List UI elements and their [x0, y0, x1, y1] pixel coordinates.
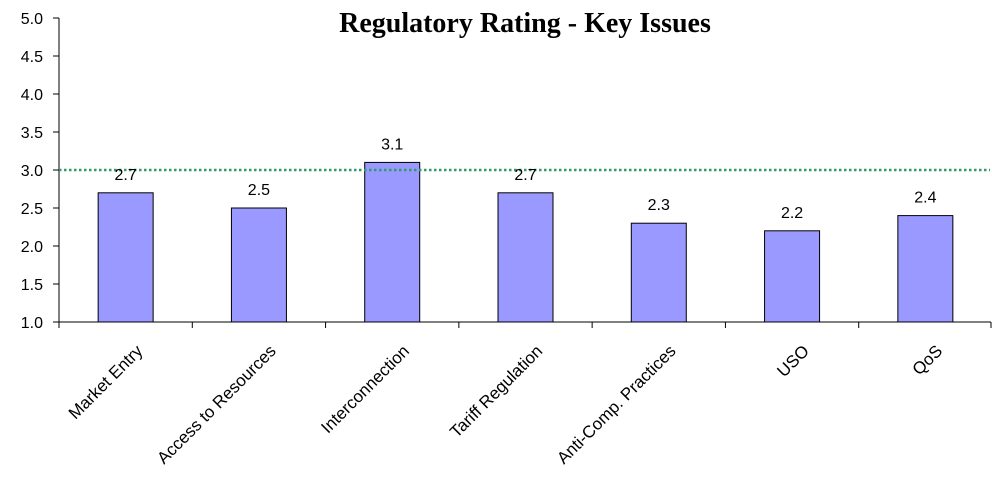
y-tick-label: 4.0: [21, 87, 43, 104]
bar: [230, 207, 287, 323]
data-label: 2.7: [514, 167, 536, 184]
y-tick-label: 4.5: [21, 49, 43, 66]
bar: [630, 222, 687, 323]
x-tick-label: Access to Resources: [153, 341, 279, 467]
x-tick-label: QoS: [909, 341, 946, 378]
bar: [364, 161, 421, 323]
data-label: 2.4: [914, 190, 936, 207]
chart-title: Regulatory Rating - Key Issues: [339, 8, 711, 39]
y-tick-label: 3.5: [21, 125, 43, 142]
data-label: 2.2: [781, 205, 803, 222]
x-tick-label: Tariff Regulation: [446, 341, 546, 441]
data-labels: 2.7 2.5 3.1 2.7 2.3 2.2 2.4: [115, 136, 937, 221]
bars: [97, 161, 954, 323]
data-label: 2.3: [648, 197, 670, 214]
data-label: 2.7: [115, 167, 137, 184]
y-tick-label: 1.5: [21, 277, 43, 294]
y-tick-label: 5.0: [21, 11, 43, 28]
y-tick-label: 1.0: [21, 315, 43, 332]
data-label: 3.1: [381, 136, 403, 153]
bar: [497, 192, 554, 323]
bar: [97, 192, 154, 323]
y-axis: 1.0 1.5 2.0 2.5 3.0 3.5 4.0 4.5 5.0: [21, 11, 60, 332]
bar: [764, 230, 821, 323]
x-tick-label: Anti-Comp. Practices: [553, 341, 679, 467]
x-tick-label: USO: [773, 341, 812, 380]
x-axis: Market Entry Access to Resources Interconn…: [58, 321, 992, 468]
y-tick-label: 2.0: [21, 239, 43, 256]
y-tick-label: 2.5: [21, 201, 43, 218]
bar: [897, 215, 954, 323]
data-label: 2.5: [248, 182, 270, 199]
x-tick-label: Market Entry: [65, 341, 147, 423]
y-tick-label: 3.0: [21, 163, 43, 180]
x-tick-label: Interconnection: [317, 341, 413, 437]
